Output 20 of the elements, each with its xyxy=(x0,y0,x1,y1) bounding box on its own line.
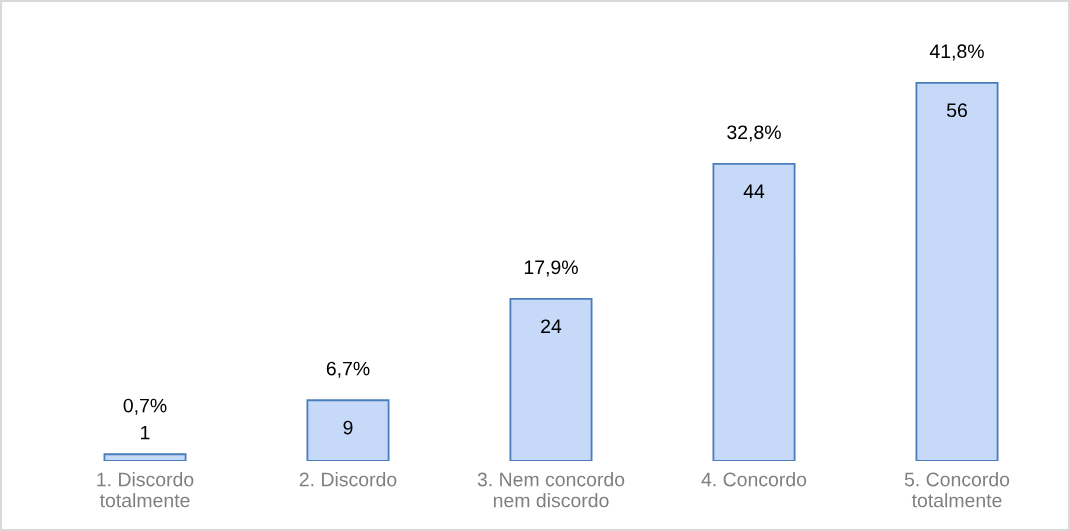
x-tick-label: 5. Concordo totalmente xyxy=(904,472,1010,508)
annotation: 6,7% xyxy=(326,361,370,378)
data-label: 9 xyxy=(343,420,353,435)
x-tick-label: 1. Discordo totalmente xyxy=(97,472,194,508)
bar xyxy=(509,298,593,461)
x-tick-label: 4. Concordo xyxy=(701,472,807,487)
data-label: 24 xyxy=(541,319,562,333)
x-tick-label: 3. Nem concordo nem discordo xyxy=(477,472,625,508)
bar xyxy=(712,163,796,461)
annotation: 0,7% xyxy=(123,398,167,415)
annotation: 17,9% xyxy=(524,260,578,277)
data-label: 44 xyxy=(743,184,765,198)
data-label: 56 xyxy=(946,103,967,118)
data-label: 1 xyxy=(141,425,150,440)
annotation: 41,8% xyxy=(929,44,984,61)
bar xyxy=(915,81,999,461)
x-tick-label: 2. Discordo xyxy=(299,472,397,487)
annotation: 32,8% xyxy=(727,125,781,142)
bar xyxy=(103,453,187,461)
bar xyxy=(306,399,390,461)
